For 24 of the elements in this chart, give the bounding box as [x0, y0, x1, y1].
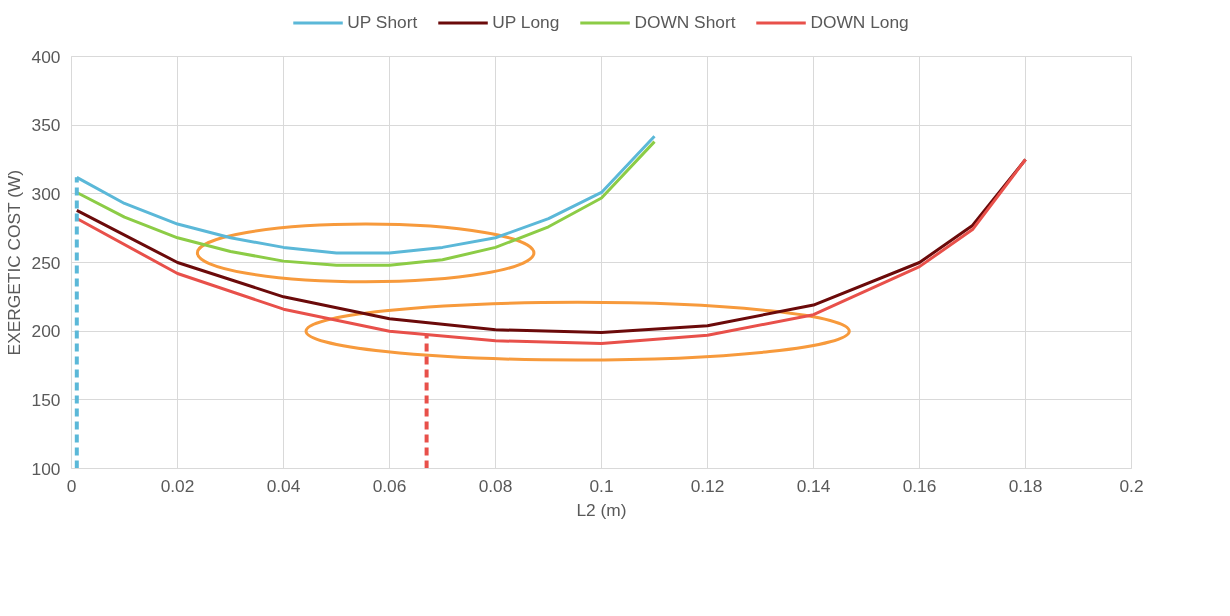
x-axis-title: L2 (m) — [576, 499, 627, 520]
y-tick-label: 300 — [31, 183, 61, 204]
x-tick-label: 0.12 — [690, 475, 725, 496]
y-tick-label: 400 — [31, 46, 61, 67]
y-tick-label: 250 — [31, 252, 61, 273]
x-tick-label: 0.02 — [160, 475, 195, 496]
x-tick-label: 0.2 — [1119, 475, 1144, 496]
legend-label: DOWN Long — [810, 11, 909, 33]
x-tick-label: 0.06 — [372, 475, 407, 496]
x-tick-label: 0.08 — [478, 475, 513, 496]
x-tick-label: 0.04 — [266, 475, 301, 496]
x-tick-label: 0.18 — [1008, 475, 1043, 496]
y-tick-label: 200 — [31, 321, 61, 342]
legend-label: UP Long — [492, 11, 560, 33]
y-axis-title: EXERGETIC COST (W) — [3, 169, 24, 356]
y-tick-label: 350 — [31, 115, 61, 136]
x-tick-label: 0 — [66, 475, 77, 496]
x-tick-label: 0.16 — [902, 475, 937, 496]
x-tick-label: 0.1 — [589, 475, 614, 496]
legend-label: DOWN Short — [634, 11, 736, 33]
legend-label: UP Short — [347, 11, 418, 33]
y-tick-label: 100 — [31, 458, 61, 479]
y-tick-label: 150 — [31, 389, 61, 410]
x-tick-label: 0.14 — [796, 475, 831, 496]
